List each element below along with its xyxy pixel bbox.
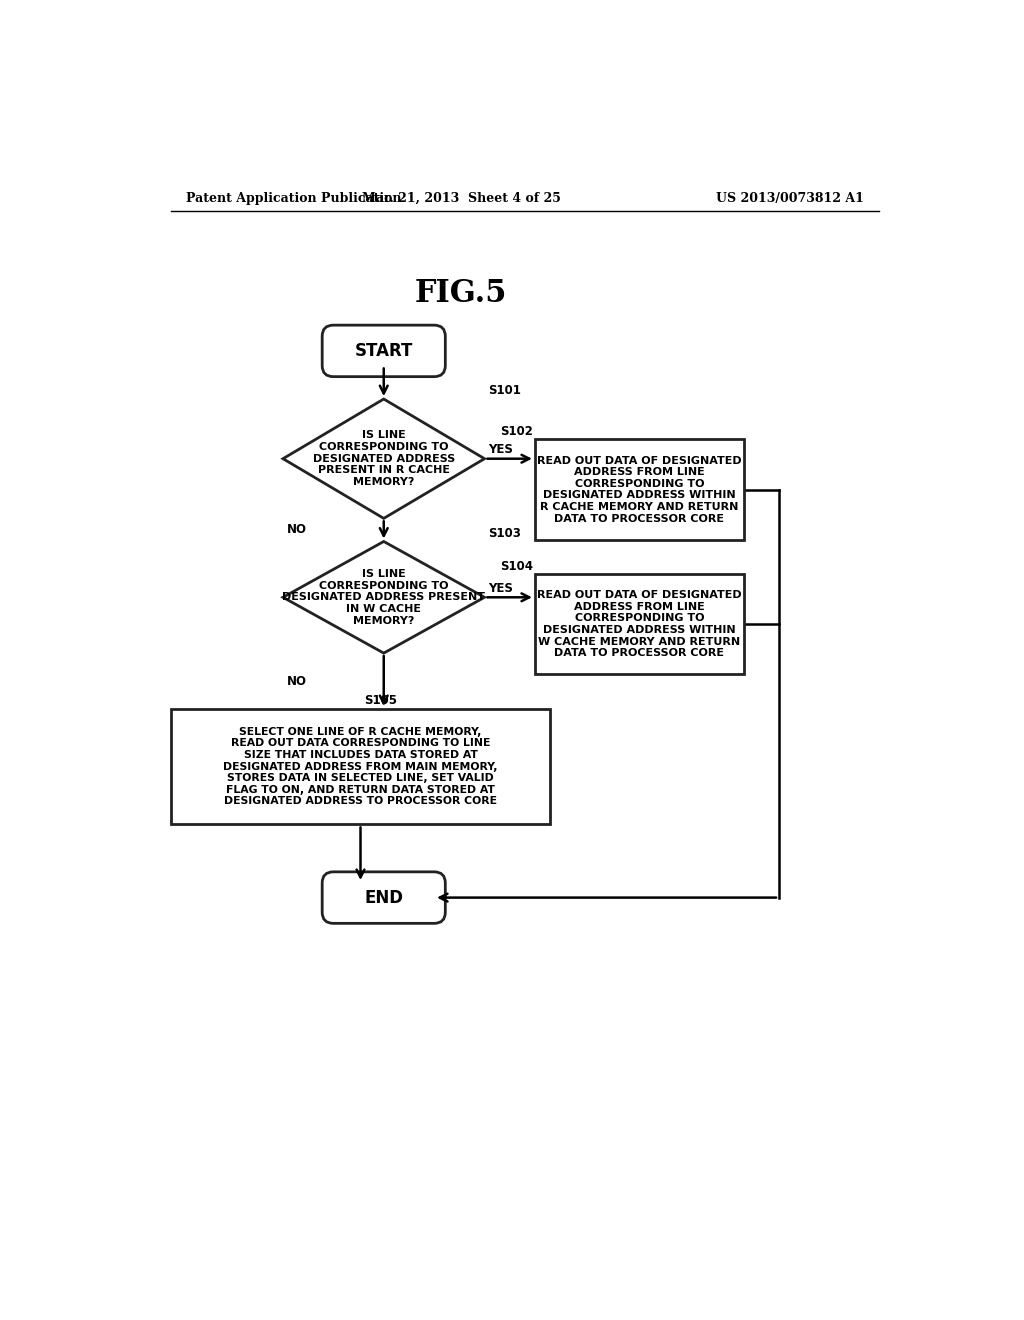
Text: SELECT ONE LINE OF R CACHE MEMORY,
READ OUT DATA CORRESPONDING TO LINE
SIZE THAT: SELECT ONE LINE OF R CACHE MEMORY, READ … <box>223 727 498 807</box>
Text: Patent Application Publication: Patent Application Publication <box>186 191 401 205</box>
Text: Mar. 21, 2013  Sheet 4 of 25: Mar. 21, 2013 Sheet 4 of 25 <box>361 191 561 205</box>
Text: READ OUT DATA OF DESIGNATED
ADDRESS FROM LINE
CORRESPONDING TO
DESIGNATED ADDRES: READ OUT DATA OF DESIGNATED ADDRESS FROM… <box>538 590 741 659</box>
Text: NO: NO <box>287 524 307 536</box>
Bar <box>535 440 744 540</box>
Bar <box>535 574 744 675</box>
Text: S104: S104 <box>501 560 534 573</box>
Text: S105: S105 <box>365 694 397 708</box>
Text: READ OUT DATA OF DESIGNATED
ADDRESS FROM LINE
CORRESPONDING TO
DESIGNATED ADDRES: READ OUT DATA OF DESIGNATED ADDRESS FROM… <box>538 455 741 524</box>
Text: US 2013/0073812 A1: US 2013/0073812 A1 <box>717 191 864 205</box>
Text: YES: YES <box>488 444 513 457</box>
Text: FIG.5: FIG.5 <box>415 277 508 309</box>
Text: S101: S101 <box>488 384 521 397</box>
Text: YES: YES <box>488 582 513 595</box>
FancyBboxPatch shape <box>323 871 445 924</box>
Text: IS LINE
CORRESPONDING TO
DESIGNATED ADDRESS
PRESENT IN R CACHE
MEMORY?: IS LINE CORRESPONDING TO DESIGNATED ADDR… <box>312 430 455 487</box>
Bar <box>171 709 550 825</box>
Polygon shape <box>283 399 484 519</box>
FancyBboxPatch shape <box>323 325 445 376</box>
Text: NO: NO <box>287 675 307 688</box>
Text: IS LINE
CORRESPONDING TO
DESIGNATED ADDRESS PRESENT
IN W CACHE
MEMORY?: IS LINE CORRESPONDING TO DESIGNATED ADDR… <box>283 569 485 626</box>
Text: START: START <box>354 342 413 360</box>
Text: END: END <box>365 888 403 907</box>
Text: S102: S102 <box>501 425 534 438</box>
Text: S103: S103 <box>488 527 521 540</box>
Polygon shape <box>283 541 484 653</box>
